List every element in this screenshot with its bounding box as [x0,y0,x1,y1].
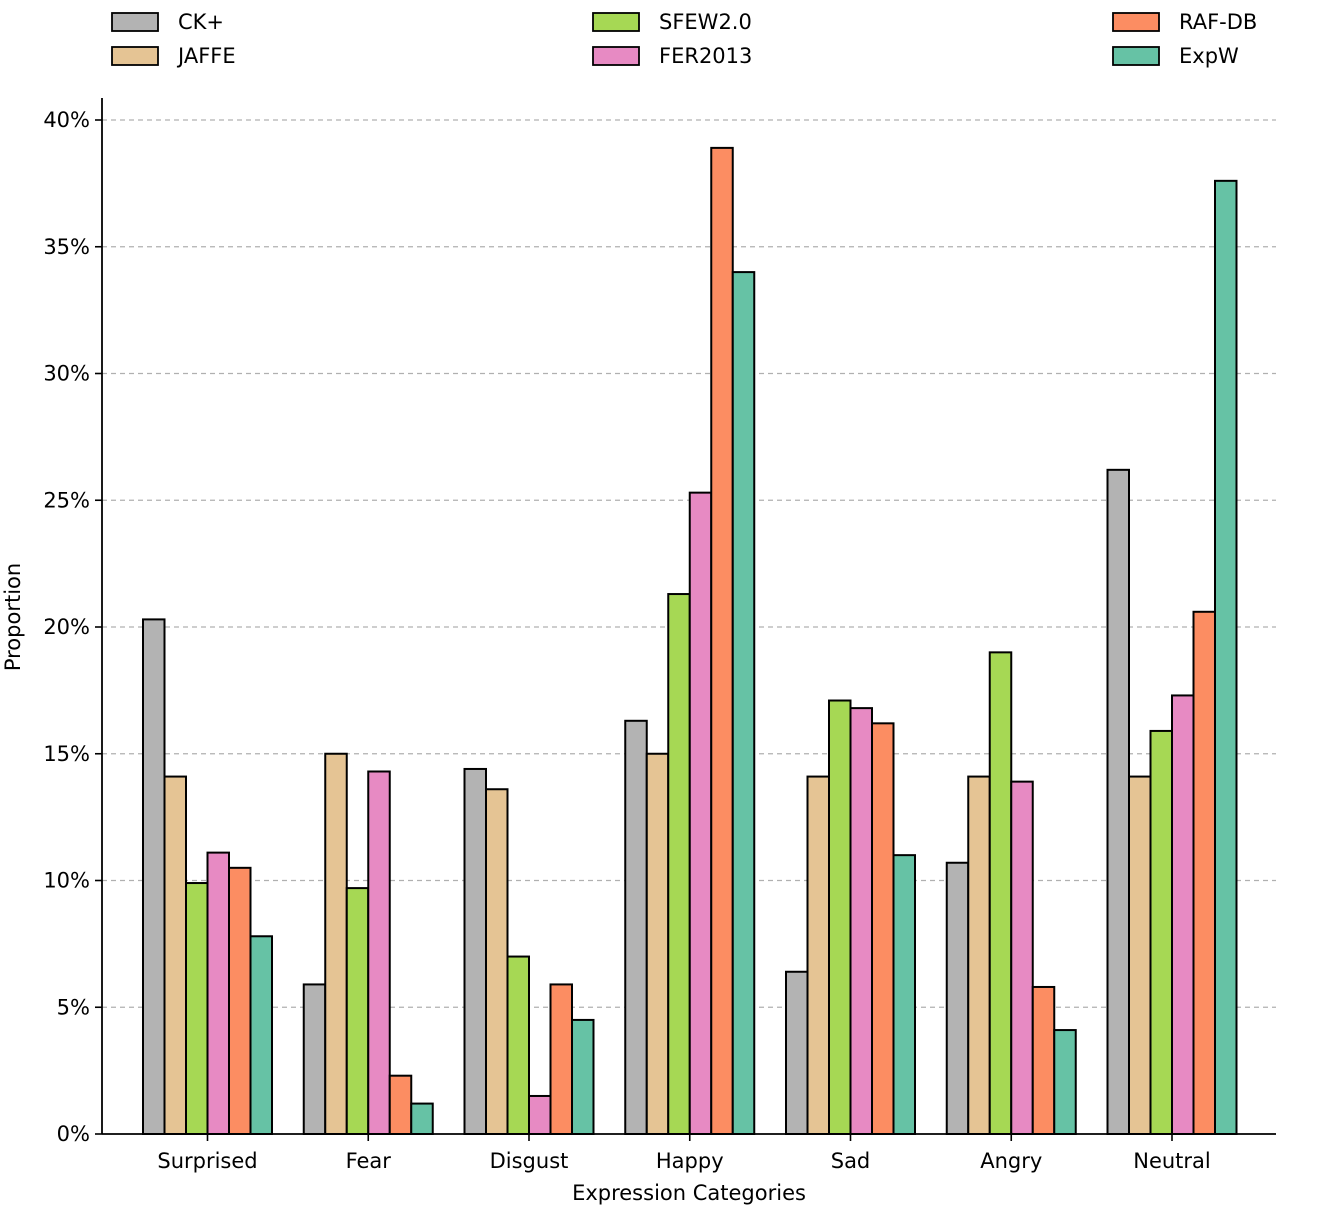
y-tick-label: 5% [57,995,90,1019]
bar-fer2013-angry [1010,780,1034,1135]
bar-expw-disgust [571,1018,595,1135]
x-tick-label: Neutral [1133,1149,1211,1173]
bar-fer2013-disgust [528,1094,552,1135]
bar-jaffe-happy [645,752,670,1135]
legend-label: SFEW2.0 [659,10,752,34]
legend-swatch [111,46,159,66]
bar-jaffe-fear [324,752,348,1135]
x-tick-label: Sad [831,1149,871,1173]
legend-label: RAF-DB [1179,10,1257,34]
x-axis-title: Expression Categories [572,1181,806,1205]
bar-rafdb-disgust [549,983,573,1135]
legend-label: FER2013 [659,44,752,68]
bar-rafdb-happy [710,146,734,1135]
x-tick-label: Happy [656,1149,724,1173]
bar-ck-angry [945,861,970,1135]
bar-rafdb-fear [388,1074,413,1135]
bar-fer2013-sad [849,707,873,1135]
bar-sfew20-disgust [506,955,530,1135]
y-tick-label: 25% [43,488,90,512]
y-tick-label: 0% [57,1122,90,1146]
y-tick-label: 30% [43,362,90,386]
legend-swatch [111,12,159,32]
legend-swatch [592,46,640,66]
bar-rafdb-surprised [228,866,252,1135]
bar-sfew20-surprised [185,882,209,1135]
bar-fer2013-neutral [1171,694,1195,1135]
bar-expw-sad [892,854,916,1136]
bar-fer2013-happy [688,491,713,1135]
legend-swatch [1112,12,1160,32]
bars [142,146,1238,1136]
y-tick-label: 20% [43,615,90,639]
bar-ck-sad [785,970,809,1136]
bar-expw-fear [410,1102,434,1135]
axes: 0% 5% 10% 15% 20% 25% 30% 35% 40% Surprised Fear Di… [43,98,1276,1173]
legend-label: CK+ [178,10,224,34]
bar-ck-happy [624,719,648,1135]
x-tick-label: Fear [346,1149,392,1173]
x-tick-label: Surprised [157,1149,257,1173]
bar-ck-surprised [142,618,166,1135]
y-tick-label: 15% [43,742,90,766]
y-tick-label: 35% [43,235,90,259]
bar-ck-neutral [1106,468,1130,1135]
bar-ck-disgust [463,767,487,1136]
bar-rafdb-neutral [1192,610,1216,1135]
bar-expw-neutral [1214,179,1238,1135]
bar-sfew20-sad [828,699,852,1135]
bar-sfew20-neutral [1149,729,1173,1135]
x-tick-label: Disgust [490,1149,569,1173]
bar-jaffe-angry [967,775,991,1135]
bar-expw-angry [1053,1029,1077,1135]
bar-expw-surprised [249,935,273,1136]
bar-expw-happy [731,271,756,1136]
bar-jaffe-surprised [163,775,187,1135]
y-tick-label: 40% [43,108,90,132]
y-axis-title: Proportion [1,563,25,671]
legend: CK+ JAFFE SFEW2.0 FER2013 RAF-DB ExpW [111,10,1257,68]
bar-jaffe-sad [806,775,830,1135]
legend-swatch [1112,46,1160,66]
x-tick-label: Angry [980,1149,1042,1173]
bar-ck-fear [302,983,327,1135]
bar-sfew20-angry [988,651,1013,1135]
bar-rafdb-angry [1031,985,1056,1135]
bar-sfew20-fear [345,887,370,1135]
legend-label: JAFFE [176,44,236,68]
bar-sfew20-happy [667,593,691,1135]
legend-swatch [592,12,640,32]
bar-rafdb-sad [871,722,895,1136]
bar-fer2013-surprised [206,851,230,1135]
bar-fer2013-fear [367,770,391,1135]
bar-jaffe-neutral [1128,775,1152,1135]
legend-label: ExpW [1179,44,1239,68]
bar-jaffe-disgust [485,788,509,1135]
y-tick-label: 10% [43,869,90,893]
